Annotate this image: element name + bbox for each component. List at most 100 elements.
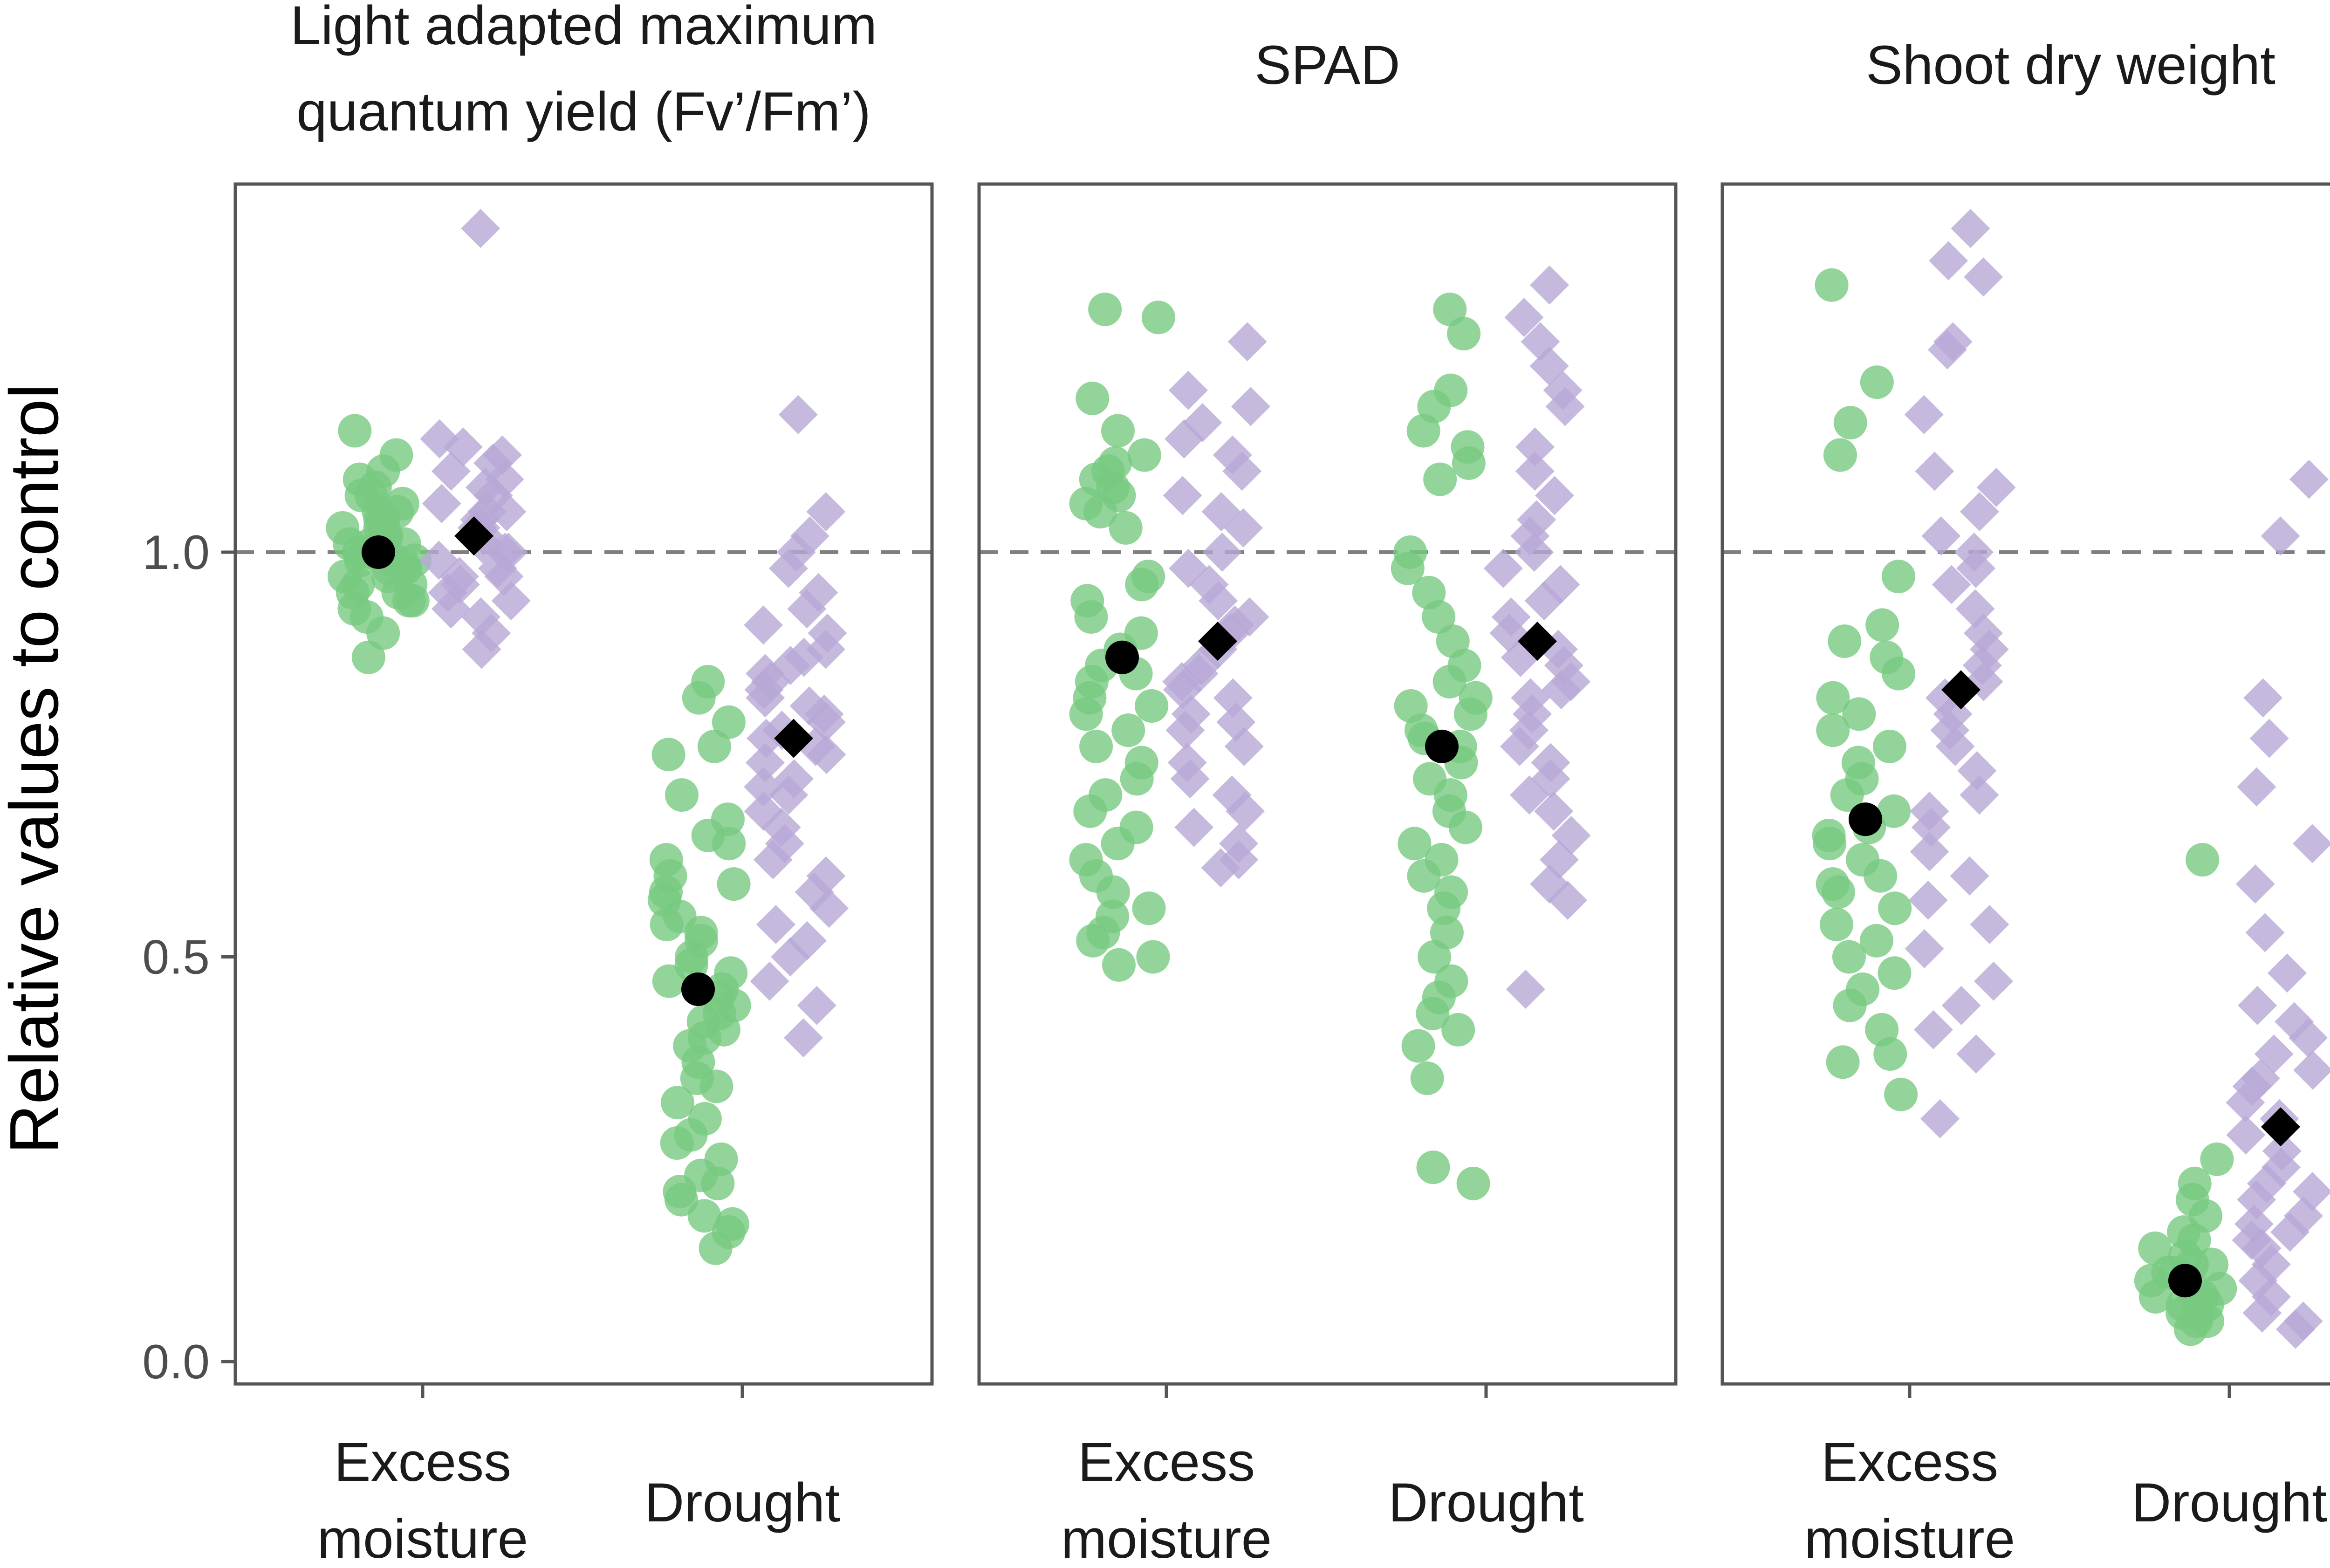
panel-3-circle-point [1816,867,1850,901]
panel-2-circle-point [1132,891,1166,925]
panel-3-circle-point [1881,560,1915,594]
panel-2-circle-point [1416,997,1450,1031]
panel-1-circle-point [338,414,372,448]
panel-2-diamond-point [1534,791,1574,831]
panel-2-diamond-point [1515,427,1555,467]
panel-1-diamond-point [787,589,827,629]
panel-3-mean-circle [1849,802,1882,836]
panel-3-diamond-point [1960,492,1999,532]
panel-2-circle-point [1136,940,1170,974]
panel-3-diamond-point [2237,1180,2276,1219]
panel-3-diamond-point [1929,241,1968,281]
panel-1-diamond-point [422,484,461,523]
panel-2-circle-point [1135,689,1169,723]
panel-2-circle-point [1391,551,1425,585]
panel-2-diamond-point [1504,298,1544,337]
panel-3-diamond-point [1957,751,1997,790]
panel-2-diamond-point [1548,880,1588,920]
panel-3-diamond-point [1908,880,1948,920]
panel-1-diamond-point [807,735,846,774]
panel-2-circle-point [1456,1166,1490,1200]
panel-3-title-line-1: Shoot dry weight [1866,34,2275,96]
y-tick-label: 0.5 [142,931,210,985]
panel-3-diamond-point [1904,395,1944,434]
panel-3-diamond-point [2268,953,2307,993]
panel-3-diamond-point [1915,452,1954,491]
panel-1-diamond-point [431,589,471,629]
panel-3-x-tick-label: Excess [1821,1431,1998,1493]
panel-2-diamond-point [1179,654,1219,693]
panel-1-mean-diamond [454,516,493,556]
panel-3-circle-point [1872,729,1906,763]
panel-3-diamond-point [1913,1010,1953,1049]
panel-3-circle-point [1816,681,1850,715]
panel-3-x-tick-label: Drought [2131,1472,2327,1534]
panel-3-circle-point [1865,608,1899,642]
panel-2-diamond-point [1535,476,1575,515]
panel-2-circle-point [1076,924,1110,958]
panel-2-circle-point [1079,729,1113,763]
panel-3-diamond-point [2293,1050,2330,1090]
panel-3-diamond-point [2241,1059,2280,1098]
panel-1-diamond-point [745,743,785,782]
panel-3-diamond-point [1941,986,1981,1025]
panel-2-circle-point [1433,292,1467,326]
panel-2-diamond-point [1515,452,1555,491]
panel-3-diamond-point [2235,864,2275,904]
panel-2-circle-point [1406,414,1440,448]
panel-3-circle-point [1864,859,1898,893]
panel-2-circle-point [1074,600,1108,634]
panel-3-diamond-point [2243,678,2283,718]
panel-1-circle-point [660,1086,694,1120]
panel-2-diamond-point [1174,808,1214,847]
panel-2-circle-point [1120,762,1154,796]
panel-1-mean-circle [681,972,715,1006]
panel-2-circle-point [1410,1061,1444,1096]
panel-1-diamond-point [809,889,849,928]
panel-3-diamond-point [1932,565,1971,604]
panel-3-circle-point [1832,940,1866,974]
panel-2-diamond-point [1514,533,1554,572]
panel-1-diamond-point [491,581,531,621]
panel-1-diamond-point [771,937,810,977]
panel-2-circle-point [1452,446,1486,480]
panel-1-x-tick-label: Drought [644,1472,840,1534]
panel-1-diamond-point [768,548,808,588]
panel-1-circle-point [650,908,684,942]
panel-1-diamond-point [461,209,500,248]
panel-2-diamond-point [1530,265,1569,305]
panel-1-diamond-point [756,905,795,945]
panel-3-circle-point [2200,1142,2234,1176]
panel-1-title-line-2: quantum yield (Fv’/Fm’) [296,81,871,143]
panel-3-diamond-point [2270,1212,2310,1252]
panel-2-diamond-point [1231,387,1271,426]
panel-2-diamond-point [1500,726,1539,766]
panel-1-diamond-point [744,605,783,645]
panel-1-circle-point [699,1231,733,1265]
panel-1: Light adapted maximum quantum yield (Fv’/… [142,0,934,1568]
panel-1-diamond-point [770,646,810,685]
panel-2-mean-circle [1105,640,1139,674]
panel-1-diamond-point [473,443,513,483]
panel-1-circle-point [396,584,430,618]
panel-2-diamond-point [1524,581,1564,621]
panel-2-circle-point [1453,697,1487,731]
panel-2-diamond-point [1201,848,1240,888]
panel-2-mean-circle [1425,729,1459,763]
panel-1-diamond-point [797,986,836,1025]
panel-3-circle-point [1828,624,1862,658]
panel-3-diamond-point [1974,961,2014,1001]
panel-2-diamond-point [1199,581,1238,621]
panel-1-diamond-point [744,670,784,710]
panel-2-circle-point [1398,827,1432,861]
panel-3-diamond-point [1911,808,1951,847]
panel-1-diamond-point [784,1018,823,1058]
panel-3-circle-point [1826,1045,1860,1079]
panel-3-frame [1720,182,2330,1386]
panel-2-circle-point [1073,794,1107,828]
panel-3-circle-point [1833,988,1867,1022]
panel-2-mean-diamond [1198,622,1237,661]
panel-3-circle-point [1859,924,1893,958]
panel-1-mean-circle [362,535,395,569]
